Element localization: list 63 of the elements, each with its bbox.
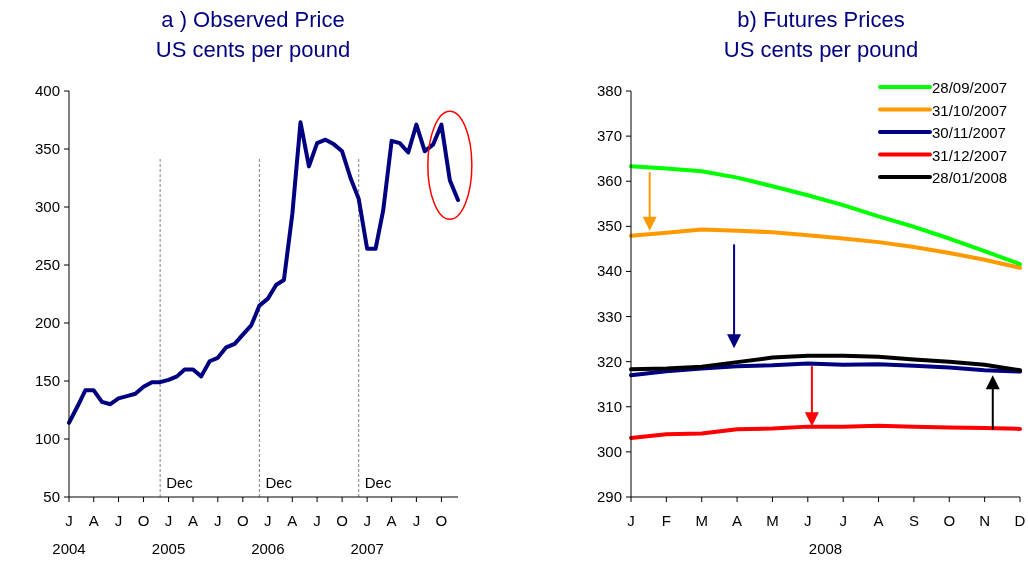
- legend-label: 28/09/2007: [932, 79, 1008, 96]
- x-tick-label: J: [839, 512, 847, 529]
- x-tick-label: A: [88, 512, 99, 529]
- y-tick-label: 300: [596, 442, 622, 460]
- ref-line-label: Dec: [265, 474, 293, 491]
- y-tick-label: 400: [34, 82, 60, 99]
- line-series: [629, 227, 1022, 270]
- ref-line-label: Dec: [364, 474, 392, 491]
- y-tick-label: 320: [596, 352, 622, 370]
- x-tick-label: O: [336, 512, 348, 529]
- x-tick-label: J: [412, 512, 421, 529]
- y-tick-label: 330: [596, 307, 622, 325]
- x-tick-label: J: [114, 512, 123, 529]
- y-tick-label: 300: [34, 198, 60, 215]
- y-tick-label: 310: [596, 397, 622, 415]
- y-tick-label: 370: [596, 127, 622, 145]
- y-tick-label: 290: [596, 488, 622, 505]
- x-tick-label: M: [766, 512, 779, 529]
- legend-label: 31/10/2007: [932, 101, 1008, 119]
- x-tick-label: J 2007: [350, 512, 384, 557]
- y-tick-label: 200: [34, 314, 60, 331]
- line-series: [67, 120, 460, 425]
- x-tick-label: A: [873, 512, 884, 529]
- x-tick-label: D: [1014, 512, 1026, 529]
- ref-line-label: Dec: [166, 474, 194, 491]
- y-tick-label: 100: [34, 430, 60, 447]
- x-tick-label: J: [804, 512, 812, 529]
- legend-label: 30/11/2007: [932, 124, 1006, 141]
- x-tick-label: O: [943, 512, 956, 529]
- y-tick-label: 360: [596, 172, 622, 190]
- x-tick-label: O: [435, 512, 448, 529]
- y-tick-label: 350: [34, 140, 60, 157]
- x-tick-label: A: [188, 512, 199, 529]
- x-tick-label: M: [695, 512, 708, 529]
- y-tick-label: 350: [596, 217, 622, 235]
- x-tick-label: O: [236, 512, 249, 529]
- x-tick-label: O: [137, 512, 150, 529]
- chart-subtitle: US cents per pound: [155, 37, 351, 62]
- line-series: [629, 361, 1022, 378]
- legend-label: 28/01/2008: [932, 169, 1008, 186]
- y-tick-label: 340: [596, 262, 622, 280]
- x-tick-label: J: [214, 512, 222, 529]
- line-series: [629, 164, 1022, 267]
- x-tick-label: J 2005: [151, 512, 186, 557]
- chart-title: a ) Observed Price: [161, 7, 345, 32]
- x-tick-label: A: [732, 512, 743, 529]
- x-tick-label: N: [979, 512, 991, 529]
- x-tick-label: A: [287, 512, 298, 529]
- y-tick-label: 380: [596, 82, 622, 99]
- x-tick-label: J: [313, 512, 321, 529]
- x-axis-title: 2008: [808, 540, 843, 557]
- chart-subtitle: US cents per pound: [723, 37, 919, 62]
- x-tick-label: J 2004: [52, 512, 86, 557]
- y-tick-label: 250: [34, 256, 60, 273]
- y-tick-label: 50: [43, 488, 60, 505]
- x-tick-label: J: [627, 512, 635, 529]
- x-tick-label: F: [661, 512, 671, 529]
- chart-title: b) Futures Prices: [737, 7, 905, 32]
- legend-label: 31/12/2007: [932, 146, 1008, 164]
- x-tick-label: J 2006: [251, 512, 285, 557]
- x-tick-label: S: [908, 512, 919, 529]
- y-tick-label: 150: [34, 372, 60, 389]
- x-tick-label: A: [386, 512, 397, 529]
